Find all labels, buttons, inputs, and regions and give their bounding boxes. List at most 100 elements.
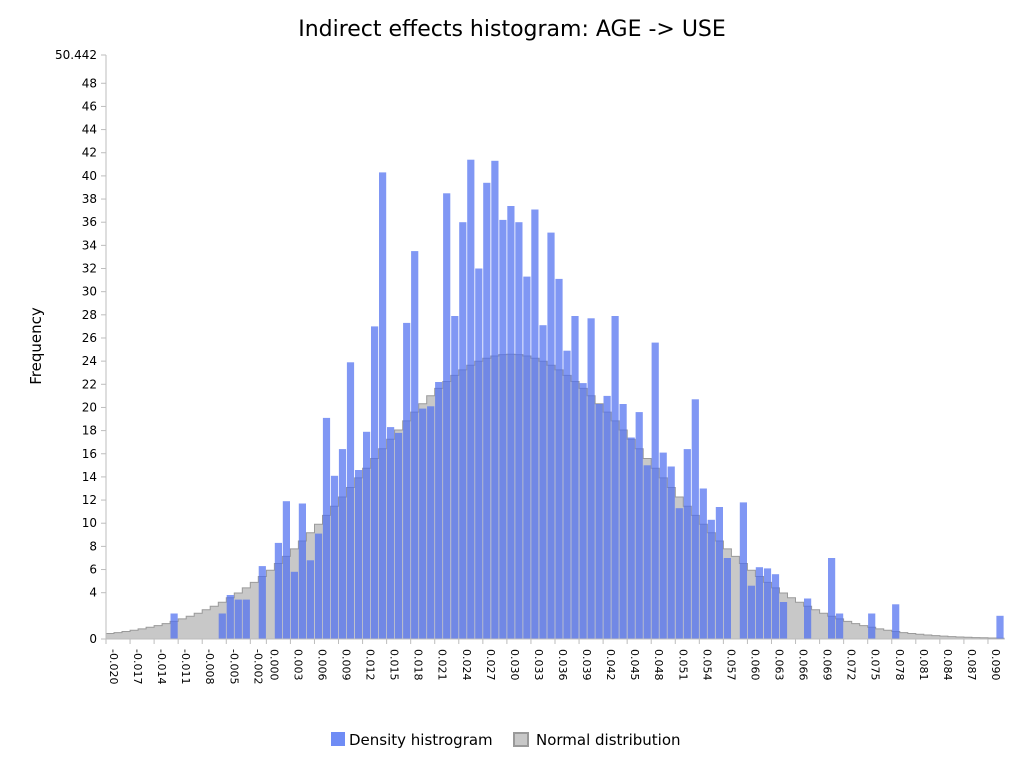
y-tick-label: 10 [82,516,97,530]
histogram-bar [779,602,788,639]
y-tick-label: 20 [82,400,97,414]
y-tick-label: 38 [82,192,97,206]
x-tick-label: 0.039 [580,649,593,681]
x-tick-label: 0.024 [460,649,473,681]
histogram-bar [523,276,531,639]
x-tick-label: 0.060 [748,649,761,681]
y-tick-label: 6 [89,563,97,577]
x-tick-label: 0.057 [724,649,737,681]
y-tick-label: 46 [82,99,97,113]
histogram-bar [491,160,499,640]
x-tick-label: -0.014 [155,649,168,684]
chart-title: Indirect effects histogram: AGE -> USE [298,17,726,42]
histogram-bar [996,615,1004,639]
x-tick-label: 0.087 [965,649,978,681]
histogram-bar [298,503,306,639]
histogram-bar [763,568,772,639]
x-tick-label: 0.072 [845,649,858,681]
y-tick-label: 24 [82,354,97,368]
x-tick-label: 0.054 [700,649,713,681]
histogram-bar [258,566,266,639]
histogram-bar [338,449,347,639]
density-histogram-layer [170,159,1004,640]
histogram-bar [451,316,459,639]
x-tick-label: 0.084 [941,649,954,681]
histogram-bar [282,501,290,639]
x-tick-label: 0.069 [821,649,834,681]
x-tick-label: 0.081 [917,649,930,681]
y-tick-label: 32 [82,262,97,276]
histogram-bar [371,326,379,639]
y-tick-label: 26 [82,331,97,345]
normal-distribution-area [105,353,1005,640]
y-tick-label: 12 [82,493,97,507]
histogram-bar [499,219,507,639]
y-tick-label: 36 [82,215,97,229]
histogram-bar [747,585,755,639]
histogram-bar [547,232,555,639]
histogram-bar [739,502,747,639]
histogram-bar [170,613,178,639]
histogram-bar [571,316,579,639]
histogram-bar [346,362,355,639]
histogram-bar [395,432,403,639]
histogram-bar [667,466,675,639]
histogram-bar [587,318,595,639]
histogram-bar [314,533,323,639]
x-tick-label: 0.015 [388,649,401,681]
histogram-bar [603,395,611,639]
histogram-bar [290,571,298,639]
x-tick-label: 0.051 [676,649,689,681]
histogram-bar [435,382,443,639]
y-tick-label: 30 [82,285,97,299]
histogram-bar [699,488,707,639]
axes: 0468101214161820222426283032343638404244… [55,48,1004,684]
histogram-bar [836,613,844,639]
y-tick-label: 28 [82,308,97,322]
x-tick-label: 0.090 [989,649,1002,681]
histogram-bar [691,399,699,639]
x-tick-label: -0.002 [251,649,264,684]
x-tick-label: 0.012 [364,649,377,681]
histogram-bar [643,465,651,639]
x-tick-label: 0.033 [532,649,545,681]
legend-swatch-density-histogram [331,732,345,746]
histogram-bar [707,519,715,639]
y-tick-label: 42 [82,146,97,160]
histogram-bar [595,404,603,639]
histogram-bar [242,599,250,639]
x-tick-label: 0.075 [869,649,882,681]
normal-distribution-layer [105,353,1005,640]
histogram-bar [659,452,667,639]
histogram-bar [427,406,435,639]
histogram-bar [892,604,900,639]
histogram-bar [363,431,371,639]
x-tick-label: -0.008 [203,649,216,684]
histogram-bar [467,159,475,639]
y-tick-label: 0 [89,632,97,646]
histogram-bar [306,560,314,639]
histogram-bar [723,558,731,639]
histogram-bar [379,172,387,639]
histogram-bar [483,182,491,640]
x-tick-label: 0.042 [604,649,617,681]
histogram-bar [226,595,234,639]
x-tick-label: 0.066 [797,649,810,681]
legend: Density histrogram Normal distribution [331,731,681,749]
x-tick-label: 0.048 [652,649,665,681]
legend-swatch-normal-distribution [513,732,529,747]
histogram-bar [475,268,483,639]
histogram-bar [403,322,411,639]
y-tick-label: 14 [82,470,97,484]
x-tick-label: 0.003 [291,649,304,681]
y-axis-label: Frequency [27,307,45,385]
x-tick-label: -0.005 [227,649,240,684]
histogram-bar [234,599,242,639]
histogram-bar [274,542,282,639]
y-tick-label: 22 [82,377,97,391]
histogram-bar [419,408,427,639]
y-tick-label: 44 [82,123,97,137]
histogram-bar [218,613,226,639]
x-tick-label: 0.000 [267,649,280,681]
